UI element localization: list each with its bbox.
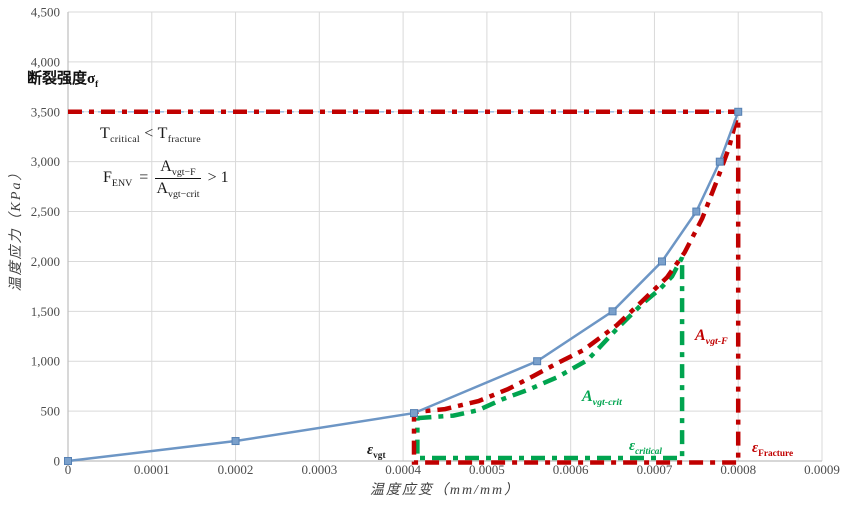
formula-equals: = [139, 168, 149, 186]
fracture-strength-sub: f [95, 80, 99, 90]
x-tick-label: 0.0005 [469, 462, 505, 477]
y-tick-label: 4,500 [31, 5, 60, 20]
y-tick-label: 0 [54, 454, 61, 469]
t-critical-base: T [100, 125, 111, 142]
formula-numerator-sub: vgt−F [171, 167, 196, 179]
a-vgt-f-sub: vgt-F [705, 336, 728, 348]
epsilon-critical-base: ε [629, 438, 636, 454]
x-tick-label: 0.0007 [637, 462, 673, 477]
epsilon-fracture-base: ε [752, 440, 759, 456]
data-point-marker [657, 257, 666, 266]
a-vgt-crit-label: Avgt-crit [582, 388, 622, 409]
a-vgt-crit-base: A [582, 388, 593, 405]
y-tick-label: 2,000 [31, 254, 60, 269]
t-fracture-base: T [157, 125, 168, 142]
x-tick-label: 0.0008 [720, 462, 756, 477]
formula-numerator: Avgt−F [155, 158, 201, 179]
y-tick-label: 500 [41, 404, 61, 419]
formula-lhs-sub: ENV [111, 178, 133, 190]
x-tick-label: 0.0009 [804, 462, 840, 477]
fenv-formula: FENV = Avgt−F Avgt−crit > 1 [103, 158, 229, 200]
t-critical-sub: critical [110, 134, 140, 146]
formula-numerator-base: A [160, 158, 172, 175]
y-tick-label: 2,500 [31, 204, 60, 219]
y-tick-label: 1,000 [31, 354, 60, 369]
epsilon-vgt-base: ε [367, 442, 374, 458]
data-point-marker [231, 437, 240, 446]
epsilon-critical-label: εcritical [629, 438, 663, 457]
formula-lhs-base: F [103, 168, 112, 186]
epsilon-fracture-sub: Fracture [758, 449, 794, 459]
fracture-strength-label: 断裂强度σf [27, 71, 99, 90]
fracture-strength-text: 断裂强度σ [27, 71, 96, 87]
critical-envelope-Avgt-crit [415, 256, 685, 461]
data-point-marker [533, 357, 542, 366]
fracture-envelope-Avgt-F [68, 109, 741, 465]
epsilon-critical-sub: critical [635, 447, 663, 457]
t-fracture-sub: fracture [167, 134, 201, 146]
data-point-marker [692, 207, 701, 216]
y-tick-label: 1,500 [31, 304, 60, 319]
formula-lhs: FENV [103, 168, 133, 190]
formula-denominator-sub: vgt−crit [168, 188, 200, 200]
data-point-marker [734, 107, 743, 116]
x-tick-label: 0.0006 [553, 462, 589, 477]
a-vgt-crit-sub: vgt-crit [592, 397, 622, 409]
x-tick-label: 0 [65, 462, 72, 477]
t-comparison-annotation: Tcritical < Tfracture [100, 125, 201, 146]
y-tick-label: 4,000 [31, 54, 60, 69]
a-vgt-f-base: A [695, 327, 706, 344]
formula-fraction: Avgt−F Avgt−crit [155, 158, 201, 200]
y-axis-title: 温度应力（KPa） [9, 164, 24, 292]
a-vgt-f-label: Avgt-F [695, 327, 728, 348]
epsilon-vgt-sub: vgt [373, 451, 386, 461]
y-tick-label: 3,000 [31, 154, 60, 169]
formula-denominator-base: A [156, 179, 169, 197]
t-compare-operator: < [144, 125, 154, 142]
epsilon-vgt-label: εvgt [367, 442, 386, 461]
data-point-marker [608, 307, 617, 316]
formula-tail: > 1 [207, 168, 229, 186]
x-tick-label: 0.0001 [134, 462, 170, 477]
x-axis-title: 温度应变（mm/mm） [369, 483, 521, 498]
data-point-marker [715, 157, 724, 166]
data-point-marker [410, 409, 419, 418]
x-tick-label: 0.0002 [218, 462, 254, 477]
data-point-marker [64, 457, 72, 465]
epsilon-fracture-label: εFracture [752, 440, 794, 459]
x-tick-label: 0.0004 [385, 462, 421, 477]
x-tick-label: 0.0003 [301, 462, 337, 477]
formula-denominator: Avgt−crit [155, 179, 200, 200]
y-tick-label: 3,500 [31, 104, 60, 119]
